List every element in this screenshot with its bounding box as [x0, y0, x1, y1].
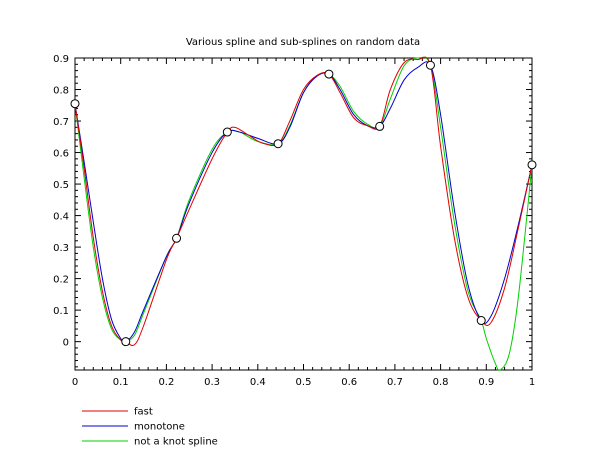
x-tick-label: 0.4 — [250, 377, 266, 388]
y-tick-label: 0.9 — [53, 54, 69, 65]
y-tick-label: 0 — [63, 338, 69, 349]
x-tick-label: 0.1 — [113, 377, 129, 388]
x-tick-label: 0.5 — [296, 377, 312, 388]
data-point-marker — [172, 233, 182, 243]
y-tick-label: 0.8 — [53, 86, 69, 97]
x-tick-label: 0.7 — [387, 377, 403, 388]
series-line-fast — [74, 56, 533, 347]
legend-label-monotone: monotone — [134, 422, 185, 433]
y-tick-label: 0.3 — [53, 243, 69, 254]
x-tick-label: 1 — [529, 377, 535, 388]
data-point-marker — [70, 99, 80, 109]
data-point-markers — [70, 60, 537, 347]
y-tick-label: 0.6 — [53, 149, 69, 160]
x-axis: 0 0.1 0.2 0.3 0.4 0.5 0.6 0.7 0.8 0.9 1 — [72, 58, 535, 388]
y-tick-label: 0.7 — [53, 117, 69, 128]
y-tick-label: 0.5 — [53, 180, 69, 191]
data-point-marker — [222, 127, 232, 137]
data-point-marker — [273, 139, 283, 149]
legend-label-not-a-knot-spline: not a knot spline — [134, 437, 218, 448]
chart-title: Various spline and sub-splines on random… — [186, 37, 420, 48]
x-tick-label: 0.6 — [341, 377, 357, 388]
data-point-marker — [425, 60, 435, 70]
y-tick-label: 0.2 — [53, 275, 69, 286]
data-point-marker — [476, 316, 486, 326]
y-tick-label: 0.1 — [53, 306, 69, 317]
series-line-not-a-knot-spline — [74, 56, 533, 371]
x-tick-label: 0.8 — [433, 377, 449, 388]
data-point-marker — [324, 69, 334, 79]
y-tick-label: 0.4 — [53, 212, 69, 223]
chart-legend: fast monotone not a knot spline — [82, 407, 218, 448]
plot-frame — [74, 57, 533, 371]
x-tick-label: 0.9 — [478, 377, 494, 388]
y-axis: 0 0.1 0.2 0.3 0.4 0.5 0.6 0.7 0.8 0.9 — [53, 54, 532, 368]
x-tick-label: 0.3 — [204, 377, 220, 388]
x-tick-label: 0.2 — [158, 377, 174, 388]
data-point-marker — [375, 121, 385, 131]
plot-area: 00.10.20.30.40.50.60.70.80.9 0 0.1 0.2 0.3 0… — [53, 54, 537, 388]
x-tick-label: 0 — [72, 377, 78, 388]
series-line-monotone — [74, 61, 533, 343]
series-layer — [74, 56, 533, 371]
legend-label-fast: fast — [134, 407, 153, 418]
data-point-marker — [527, 160, 537, 170]
data-point-marker — [121, 337, 131, 347]
